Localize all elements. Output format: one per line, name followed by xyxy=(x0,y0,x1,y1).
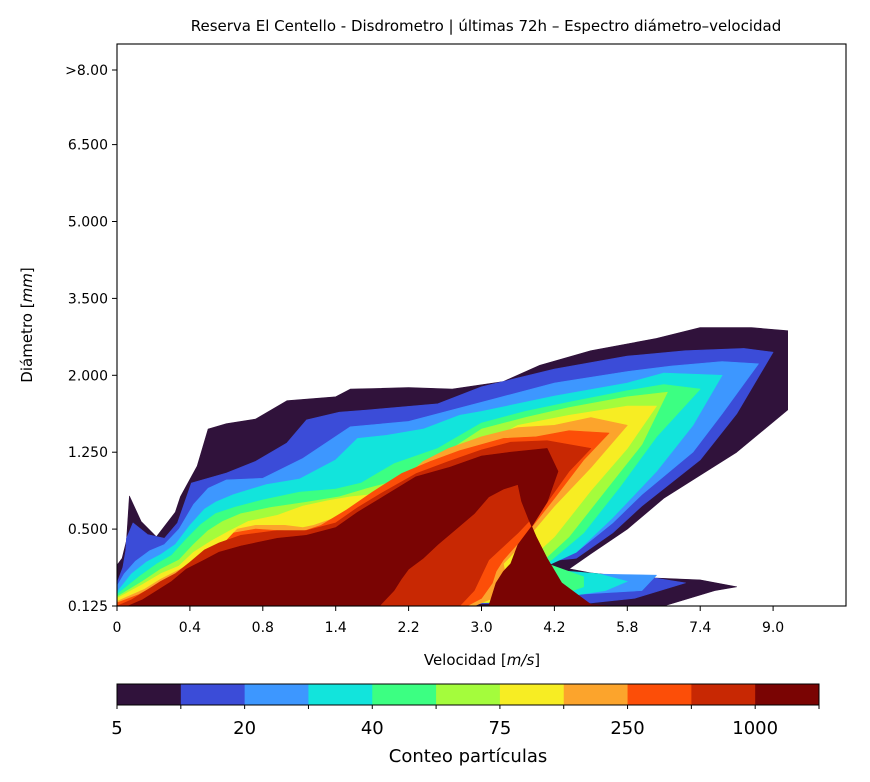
colorbar-cell xyxy=(308,684,373,705)
x-tick-label: 1.4 xyxy=(325,620,347,636)
y-tick-label: 1.250 xyxy=(68,445,108,461)
y-axis-label: Diámetro [mm] xyxy=(18,267,36,382)
x-tick-label: 5.8 xyxy=(616,620,638,636)
x-tick-label: 9.0 xyxy=(762,620,784,636)
colorbar-cell xyxy=(691,684,756,705)
colorbar-cell xyxy=(436,684,501,705)
x-axis-label-close: ] xyxy=(534,651,540,669)
y-axis-label-close: ] xyxy=(18,267,36,273)
colorbar-cell xyxy=(372,684,437,705)
colorbar-cell xyxy=(627,684,692,705)
colorbar-tick-label: 250 xyxy=(610,718,644,739)
y-axis-label-text: Diámetro [ xyxy=(18,302,36,382)
colorbar-cell xyxy=(563,684,628,705)
x-tick-label: 4.2 xyxy=(543,620,565,636)
y-tick-label: 0.500 xyxy=(68,522,108,538)
colorbar-tick-label: 1000 xyxy=(732,718,778,739)
y-axis: 0.125 0.500 1.250 2.000 3.500 5.000 6.500 >8.00 xyxy=(65,63,117,615)
colorbar-tick-label: 5 xyxy=(111,718,122,739)
colorbar-frame xyxy=(116,683,820,706)
colorbar-cell xyxy=(117,684,182,705)
colorbar-label: Conteo partículas xyxy=(389,746,547,767)
y-tick-label: 0.125 xyxy=(68,599,108,615)
plot-area xyxy=(116,43,847,607)
y-tick-label: >8.00 xyxy=(65,63,108,79)
colorbar-tick-label: 20 xyxy=(233,718,256,739)
x-axis-label-unit: m/s xyxy=(507,651,535,669)
x-tick-label: 7.4 xyxy=(689,620,711,636)
colorbar: 5 20 40 75 250 1000 Conteo partículas xyxy=(111,683,820,767)
x-tick-label: 3.0 xyxy=(470,620,492,636)
colorbar-cells xyxy=(117,684,820,705)
colorbar-cell xyxy=(244,684,309,705)
colorbar-cell xyxy=(755,684,820,705)
x-tick-label: 0 xyxy=(113,620,122,636)
colorbar-cell xyxy=(180,684,246,705)
x-axis-label-text: Velocidad [ xyxy=(424,651,507,669)
colorbar-ticks: 5 20 40 75 250 1000 xyxy=(111,705,820,739)
x-tick-label: 2.2 xyxy=(397,620,419,636)
y-tick-label: 2.000 xyxy=(68,368,108,384)
x-axis: 0 0.4 0.8 1.4 2.2 3.0 4.2 5.8 7.4 9.0 xyxy=(113,606,784,636)
contour-layer xyxy=(116,327,789,607)
x-tick-label: 0.4 xyxy=(179,620,201,636)
chart-title: Reserva El Centello - Disdrometro | últi… xyxy=(191,17,782,35)
y-tick-label: 6.500 xyxy=(68,138,108,154)
y-axis-label-unit: mm xyxy=(18,273,36,302)
colorbar-tick-label: 40 xyxy=(361,718,384,739)
x-axis-label: Velocidad [m/s] xyxy=(424,651,540,669)
x-tick-label: 0.8 xyxy=(252,620,274,636)
colorbar-cell xyxy=(499,684,565,705)
contour-region-level-10 xyxy=(127,448,614,607)
y-tick-label: 3.500 xyxy=(68,291,108,307)
y-tick-label: 5.000 xyxy=(68,215,108,231)
colorbar-tick-label: 75 xyxy=(488,718,511,739)
